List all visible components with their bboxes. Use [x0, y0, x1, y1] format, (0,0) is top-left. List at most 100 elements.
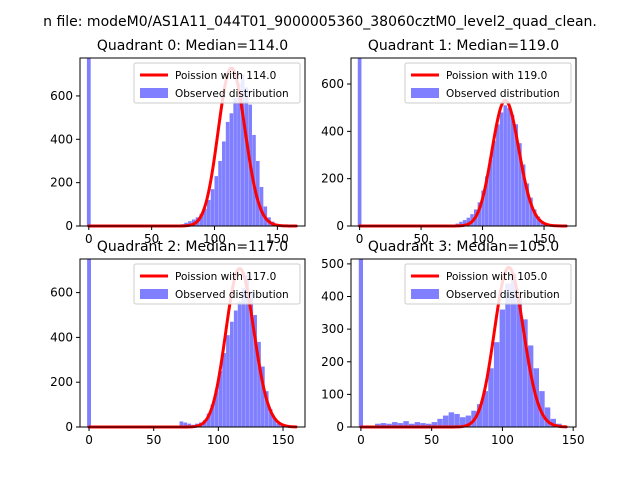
hist-bar — [268, 409, 273, 427]
hist-bar — [210, 189, 215, 226]
hist-bar — [229, 113, 234, 226]
legend-label-poisson: Poission with 119.0 — [446, 70, 547, 82]
hist-bar — [488, 368, 494, 427]
x-tick-label: 0 — [85, 433, 93, 447]
legend-label-poisson: Poission with 117.0 — [175, 271, 276, 283]
hist-bar — [516, 296, 523, 427]
hist-bar — [448, 412, 455, 427]
panel-title: Quadrant 2: Median=117.0 — [97, 239, 288, 255]
y-tick-label: 0 — [65, 219, 73, 233]
hist-bar — [214, 176, 219, 226]
hist-bar — [276, 423, 281, 427]
hist-bar — [466, 217, 471, 226]
x-tick-label: 150 — [533, 232, 556, 246]
y-tick-label: 200 — [50, 375, 73, 389]
y-tick-label: 200 — [321, 172, 344, 186]
hist-bar — [375, 423, 381, 427]
hist-bar — [188, 221, 192, 226]
y-tick-label: 600 — [50, 286, 73, 300]
hist-bar — [477, 202, 482, 226]
legend-label-poisson: Poission with 114.0 — [175, 70, 276, 82]
x-tick-label: 50 — [144, 232, 159, 246]
hist-bar — [183, 422, 188, 427]
y-tick-label: 0 — [65, 420, 73, 434]
legend-label-observed: Observed distribution — [446, 88, 560, 100]
hist-bar — [532, 209, 537, 226]
y-tick-label: 600 — [50, 89, 73, 103]
y-tick-label: 0 — [336, 420, 344, 434]
hist-bar — [544, 407, 551, 427]
hist-bar — [462, 220, 467, 226]
axes-frame — [350, 258, 577, 428]
hist-bar — [253, 315, 257, 427]
hist-bar — [255, 160, 260, 226]
hist-bar — [245, 274, 250, 427]
hist-bar — [237, 301, 242, 427]
x-tick-label: 150 — [272, 433, 295, 447]
hist-bar — [225, 121, 230, 226]
x-tick-label: 50 — [424, 433, 439, 447]
y-tick-label: 200 — [50, 176, 73, 190]
hist-bar — [199, 214, 203, 226]
axes-frame — [79, 57, 306, 227]
hist-bar — [203, 208, 207, 226]
hist-bar — [499, 112, 504, 226]
legend-hist-swatch — [140, 88, 168, 98]
panel-title: Quadrant 0: Median=114.0 — [97, 38, 288, 54]
hist-bar — [492, 140, 496, 226]
hist-bar — [521, 164, 526, 226]
hist-bar — [496, 124, 500, 226]
hist-bar — [459, 221, 463, 226]
hist-bar — [222, 353, 226, 427]
hist-bar — [503, 105, 507, 226]
hist-bar — [510, 114, 515, 226]
hist-bar — [206, 199, 211, 226]
hist-bar — [459, 417, 466, 427]
x-tick-label: 100 — [203, 232, 226, 246]
axes-frame — [79, 258, 306, 428]
hist-bar — [525, 183, 530, 226]
hist-bar-spike — [358, 259, 364, 427]
hist-bar — [226, 335, 230, 427]
x-tick-label: 50 — [146, 433, 161, 447]
panel-0: 0 50 100 150 0 200 400 600 Quadrant 0: Median=11… — [50, 38, 306, 246]
y-tick-label: 200 — [321, 355, 344, 369]
x-tick-label: 100 — [207, 433, 230, 447]
hist-bar — [179, 421, 184, 427]
hist-bar — [392, 422, 398, 427]
hist-bar — [222, 141, 226, 226]
hist-bar — [482, 391, 489, 427]
panel-3: 0 50 100 150 0 100 200 300 400 500 Quadrant 3: Med… — [321, 239, 585, 447]
legend-box — [404, 62, 572, 104]
legend-hist-swatch — [140, 289, 168, 299]
legend-hist-swatch — [411, 289, 439, 299]
hist-bar — [431, 422, 438, 427]
hist-bar — [536, 216, 541, 226]
x-tick-label: 100 — [471, 232, 494, 246]
hist-bar — [414, 422, 421, 427]
legend-box — [133, 62, 301, 104]
y-tick-label: 300 — [321, 322, 344, 336]
x-tick-label: 0 — [85, 232, 93, 246]
hist-bar — [187, 423, 192, 427]
y-tick-label: 100 — [321, 387, 344, 401]
panel-title: Quadrant 3: Median=105.0 — [368, 239, 559, 255]
y-tick-label: 400 — [321, 290, 344, 304]
panel-1: 0 50 100 150 0 200 400 600 Quadrant 1: Median=11… — [321, 38, 577, 246]
hist-bar — [426, 423, 432, 427]
hist-bar — [397, 423, 404, 427]
hist-bar — [261, 366, 265, 427]
y-tick-label: 400 — [50, 132, 73, 146]
legend-hist-swatch — [411, 88, 439, 98]
hist-bar — [550, 418, 556, 427]
hist-bar — [493, 342, 500, 427]
hist-bar — [481, 190, 485, 226]
hist-bar — [403, 421, 409, 427]
hist-bar — [264, 391, 269, 427]
hist-bar — [514, 124, 519, 226]
hist-bar — [499, 309, 506, 427]
hist-bar — [244, 87, 249, 226]
hist-bar — [240, 74, 245, 227]
axes-frame — [350, 57, 577, 227]
y-tick-label: 600 — [321, 77, 344, 91]
